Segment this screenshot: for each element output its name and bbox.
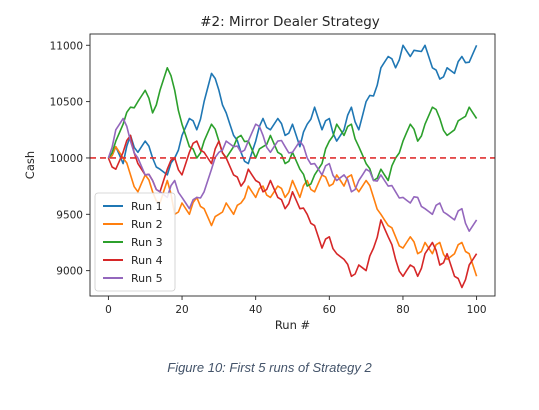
y-axis-label: Cash bbox=[23, 151, 37, 179]
plot-frame bbox=[89, 33, 496, 297]
y-tick-label: 10500 bbox=[50, 97, 83, 109]
x-tick-label: 40 bbox=[249, 304, 262, 316]
legend: Run 1 Run 2 Run 3 Run 4 Run 5 bbox=[94, 192, 176, 292]
legend-entry-2: Run 2 bbox=[131, 218, 163, 231]
series-line-3 bbox=[107, 67, 478, 187]
line-chart: #2: Mirror Dealer Strategy 0 20 40 60 80 100 9… bbox=[23, 14, 496, 332]
series-line-1 bbox=[107, 44, 478, 176]
x-axis-label: Run # bbox=[275, 318, 310, 332]
x-tick-label: 80 bbox=[396, 304, 409, 316]
x-tick-label: 20 bbox=[175, 304, 188, 316]
y-tick-label: 10000 bbox=[50, 153, 83, 165]
x-tick-label: 60 bbox=[323, 304, 336, 316]
legend-entry-5: Run 5 bbox=[131, 272, 163, 285]
plot-area bbox=[90, 44, 495, 289]
series-line-5 bbox=[107, 117, 478, 232]
legend-entry-4: Run 4 bbox=[131, 254, 163, 267]
legend-entry-1: Run 1 bbox=[131, 200, 163, 213]
legend-box bbox=[94, 192, 176, 292]
axes: 0 20 40 60 80 100 9000 9500 10000 10500 11000 bbox=[50, 40, 487, 316]
x-tick-label: 0 bbox=[105, 304, 112, 316]
chart-title: #2: Mirror Dealer Strategy bbox=[200, 14, 380, 30]
x-tick-label: 100 bbox=[467, 304, 487, 316]
y-tick-label: 9500 bbox=[56, 209, 83, 221]
y-tick-label: 11000 bbox=[50, 40, 83, 52]
figure-caption: Figure 10: First 5 runs of Strategy 2 bbox=[167, 360, 372, 375]
legend-entry-3: Run 3 bbox=[131, 236, 163, 249]
y-tick-label: 9000 bbox=[56, 266, 83, 278]
series-line-4 bbox=[107, 134, 478, 289]
